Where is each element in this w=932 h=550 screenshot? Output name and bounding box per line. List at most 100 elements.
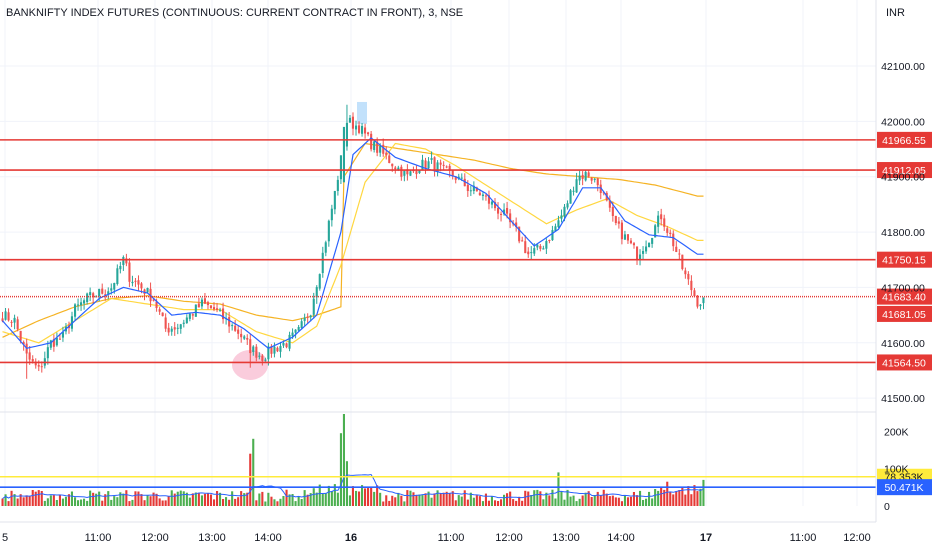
volume-bar: [327, 485, 330, 506]
candle-body: [518, 226, 521, 242]
volume-bar: [258, 493, 261, 506]
candle-body: [427, 161, 430, 169]
volume-bar: [240, 491, 243, 506]
volume-bar: [478, 496, 481, 506]
volume-bar: [300, 499, 303, 506]
volume-bar: [101, 500, 104, 506]
time-axis-tick-label: 14:00: [607, 532, 635, 544]
candle-body: [52, 339, 55, 347]
volume-bar: [261, 491, 264, 506]
candle-body: [49, 340, 52, 348]
candle-body: [397, 167, 400, 171]
volume-bar: [228, 499, 231, 506]
candle-body: [140, 283, 143, 289]
candle-body: [200, 299, 203, 307]
volume-bar: [584, 492, 587, 506]
candle-body: [663, 218, 666, 227]
volume-bar: [140, 494, 143, 506]
candle-body: [213, 307, 216, 310]
time-axis-tick-label: 14:00: [254, 532, 282, 544]
price-level-label: 41681.05: [882, 309, 926, 321]
volume-bar: [267, 492, 270, 506]
candle-body: [345, 122, 348, 147]
volume-bar: [113, 496, 116, 506]
candle-body: [258, 355, 261, 357]
volume-axis-tick-label: 200K: [884, 426, 909, 438]
candle-body: [300, 321, 303, 328]
volume-bar: [687, 486, 690, 506]
candle-body: [234, 325, 237, 331]
volume-bar: [608, 496, 611, 506]
volume-bar: [500, 499, 503, 506]
price-axis-tick-label: 41800.00: [881, 227, 925, 239]
volume-bar: [370, 487, 373, 506]
candle-body: [194, 304, 197, 317]
candle-body: [445, 166, 448, 168]
candle-body: [46, 347, 49, 359]
volume-bar: [61, 498, 64, 506]
candle-body: [104, 294, 107, 296]
price-axis-tick-label: 42000.00: [881, 116, 925, 128]
candle-body: [524, 241, 527, 254]
volume-bar: [231, 491, 234, 506]
volume-bar: [569, 496, 572, 506]
candle-body: [312, 298, 315, 315]
volume-bar: [176, 491, 179, 506]
volume-bar: [539, 491, 542, 506]
candle-body: [578, 175, 581, 181]
volume-bar: [397, 492, 400, 506]
candle-body: [89, 292, 92, 295]
volume-bar: [98, 491, 101, 506]
candle-body: [351, 116, 354, 129]
time-axis-tick-label: 13:00: [552, 532, 580, 544]
volume-bar: [648, 491, 651, 506]
volume-bar: [4, 494, 7, 506]
candle-body: [330, 208, 333, 221]
volume-bar: [52, 495, 55, 506]
volume-bar: [605, 493, 608, 506]
candle-body: [101, 288, 104, 294]
volume-bar: [376, 485, 379, 506]
volume-bar: [191, 493, 194, 506]
candle-body: [279, 346, 282, 352]
volume-bar: [330, 491, 333, 506]
candle-body: [324, 242, 327, 253]
volume-bar: [80, 499, 83, 506]
candle-body: [306, 316, 309, 318]
chart-title: BANKNIFTY INDEX FUTURES (CONTINUOUS: CUR…: [6, 7, 464, 19]
volume-bar: [155, 493, 158, 506]
candle-body: [288, 334, 291, 349]
candle-body: [119, 266, 122, 270]
candle-body: [7, 312, 10, 321]
volume-bar: [361, 485, 364, 506]
volume-bar: [246, 492, 249, 506]
volume-bar: [355, 490, 358, 506]
volume-bar: [439, 493, 442, 506]
volume-bar: [128, 501, 131, 506]
price-axis-tick-label: 41900.00: [881, 172, 925, 184]
candle-body: [264, 359, 267, 361]
candle-body: [684, 270, 687, 275]
volume-bar: [654, 489, 657, 506]
volume-bar: [448, 493, 451, 506]
candle-body: [593, 178, 596, 180]
volume-bar: [623, 495, 626, 506]
volume-bar: [445, 491, 448, 506]
volume-bar: [512, 499, 515, 506]
candle-body: [415, 171, 418, 175]
candle-body: [261, 355, 264, 361]
volume-bar: [421, 495, 424, 506]
price-level-tag: [877, 354, 932, 371]
candle-body: [590, 178, 593, 181]
volume-bar: [31, 490, 34, 506]
volume-bar: [28, 496, 31, 506]
volume-bar: [415, 495, 418, 506]
candle-body: [557, 220, 560, 228]
candle-body: [342, 126, 345, 183]
candle-body: [58, 338, 61, 340]
volume-bar: [348, 495, 351, 506]
candle-body: [228, 317, 231, 327]
candle-body: [231, 325, 234, 327]
volume-bar: [10, 490, 13, 506]
